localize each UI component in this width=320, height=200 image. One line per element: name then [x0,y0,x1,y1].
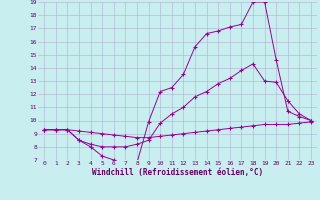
X-axis label: Windchill (Refroidissement éolien,°C): Windchill (Refroidissement éolien,°C) [92,168,263,177]
